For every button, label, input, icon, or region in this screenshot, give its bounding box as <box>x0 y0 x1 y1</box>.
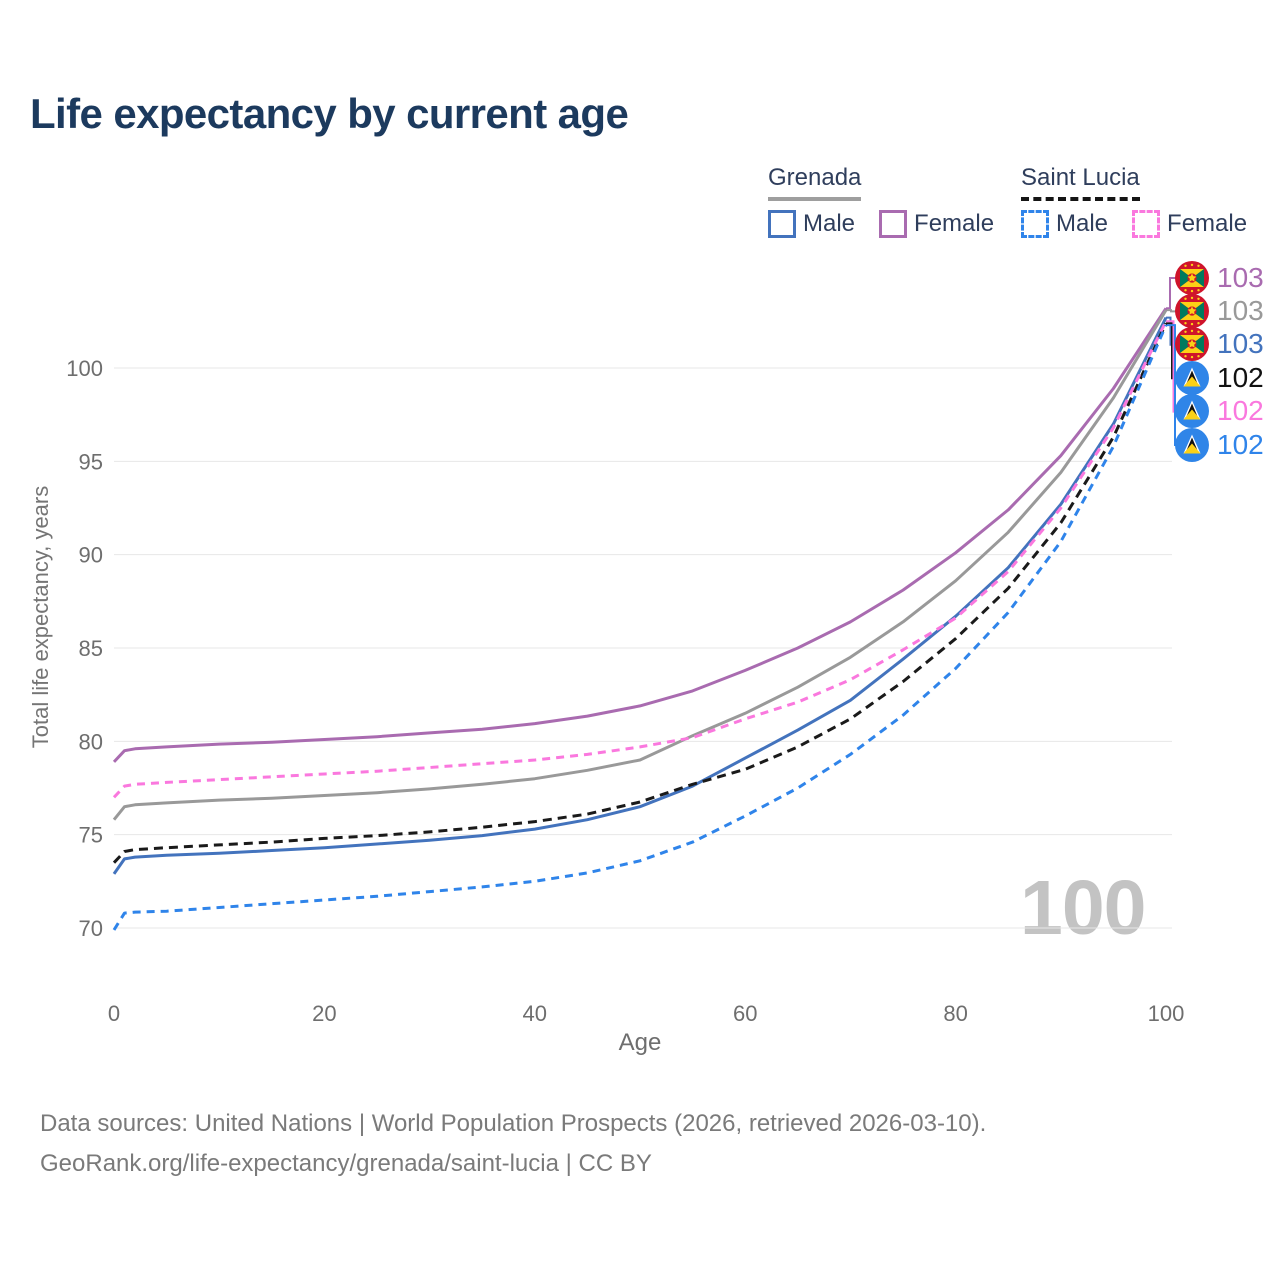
x-tick-label: 80 <box>943 1001 967 1026</box>
saint-lucia-female-swatch-icon <box>1132 210 1161 238</box>
y-tick-label: 95 <box>79 449 103 474</box>
saint-lucia-flag-icon <box>1175 394 1209 428</box>
legend-item-grenada-male[interactable]: Male <box>768 210 879 238</box>
series-line-grenada-female[interactable] <box>112 307 1168 763</box>
attribution-text: GeoRank.org/life-expectancy/grenada/sain… <box>40 1150 652 1177</box>
end-label-row: 102 <box>1175 361 1264 394</box>
x-tick-label: 40 <box>523 1001 547 1026</box>
x-axis-title: Age <box>619 1029 662 1056</box>
series-line-grenada[interactable] <box>112 309 1168 821</box>
legend-group-grenada: Grenada Male Female <box>768 164 1018 238</box>
leader-line <box>1166 277 1176 310</box>
series-line-saint-lucia-male[interactable] <box>112 324 1168 931</box>
x-tick-label: 0 <box>108 1001 120 1026</box>
grenada-flag-icon <box>1175 327 1209 361</box>
end-value-label: 102 <box>1217 361 1264 393</box>
y-tick-label: 85 <box>79 636 103 661</box>
y-tick-label: 70 <box>79 916 103 941</box>
end-value-label: 103 <box>1217 328 1264 360</box>
grenada-flag-icon <box>1175 294 1209 328</box>
end-label-row: 102 <box>1175 428 1264 461</box>
hover-age-watermark: 100 <box>1020 865 1146 951</box>
end-label-row: 103 <box>1175 294 1264 327</box>
y-tick-label: 80 <box>79 729 103 754</box>
series-end-labels: 103 103 103 102 102 102 <box>1175 261 1264 461</box>
leader-line <box>1166 309 1176 313</box>
end-value-label: 102 <box>1217 428 1264 460</box>
end-value-label: 102 <box>1217 395 1264 427</box>
legend-item-label: Male <box>1056 210 1109 237</box>
legend-country-grenada: Grenada <box>768 164 862 201</box>
legend-item-grenada-female[interactable]: Female <box>879 210 1018 238</box>
end-value-label: 103 <box>1217 295 1264 327</box>
y-axis-title: Total life expectancy, years <box>28 486 53 749</box>
saint-lucia-flag-icon <box>1175 428 1209 462</box>
end-value-label: 103 <box>1217 261 1264 293</box>
page-title: Life expectancy by current age <box>30 90 629 137</box>
y-tick-label: 100 <box>66 356 103 381</box>
legend-group-saint-lucia: Saint Lucia Male Female <box>1021 164 1271 238</box>
y-tick-label: 90 <box>79 543 103 568</box>
series-line-saint-lucia-female[interactable] <box>112 320 1168 799</box>
x-tick-label: 100 <box>1148 1001 1185 1026</box>
grenada-flag-icon <box>1175 261 1209 295</box>
saint-lucia-flag-icon <box>1175 361 1209 395</box>
legend-item-saint-lucia-female[interactable]: Female <box>1132 210 1271 238</box>
y-tick-label: 75 <box>79 823 103 848</box>
x-tick-label: 60 <box>733 1001 757 1026</box>
legend-country-saint-lucia: Saint Lucia <box>1021 164 1140 201</box>
end-label-row: 103 <box>1175 261 1264 294</box>
legend-item-saint-lucia-male[interactable]: Male <box>1021 210 1132 238</box>
end-label-row: 103 <box>1175 328 1264 361</box>
series-line-grenada-male[interactable] <box>112 316 1168 875</box>
legend-item-label: Female <box>1167 210 1248 237</box>
legend-item-label: Male <box>803 210 856 237</box>
grenada-male-swatch-icon <box>768 210 796 238</box>
series-line-saint-lucia[interactable] <box>112 322 1168 864</box>
legend-item-label: Female <box>914 210 995 237</box>
x-tick-label: 20 <box>312 1001 336 1026</box>
end-label-row: 102 <box>1175 395 1264 428</box>
saint-lucia-male-swatch-icon <box>1021 210 1049 238</box>
data-sources-text: Data sources: United Nations | World Pop… <box>40 1110 987 1137</box>
grenada-female-swatch-icon <box>879 210 908 238</box>
